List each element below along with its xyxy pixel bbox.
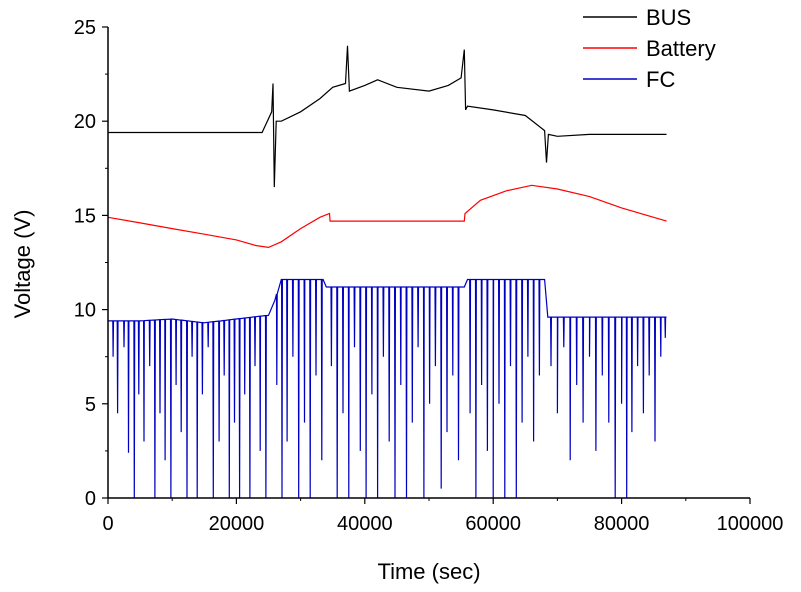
series-line-bus [108,45,667,188]
series-line-battery [107,184,667,249]
x-tick-label: 20000 [209,513,265,535]
legend-label-battery: Battery [646,36,716,61]
legend: BUS Battery FC [583,5,716,92]
y-tick-label: 5 [85,394,96,416]
x-tick-label: 0 [102,513,113,535]
y-tick-label: 25 [74,17,96,39]
y-tick-label: 20 [74,111,96,133]
legend-label-bus: BUS [646,5,691,30]
x-tick-label: 40000 [337,513,393,535]
x-tick-label: 100000 [717,513,784,535]
y-tick-label: 10 [74,300,96,322]
x-axis-title: Time (sec) [377,559,480,584]
x-tick-label: 80000 [594,513,650,535]
y-tick-label: 15 [74,205,96,227]
legend-label-fc: FC [646,67,675,92]
y-tick-label: 0 [85,488,96,510]
x-tick-label: 60000 [465,513,521,535]
plot-area [107,45,667,499]
axes: 0 20000 40000 60000 80000 100000 0 5 10 15 20 25 [74,17,784,535]
y-axis-title: Voltage (V) [10,210,35,319]
series-line-fc [108,278,667,499]
